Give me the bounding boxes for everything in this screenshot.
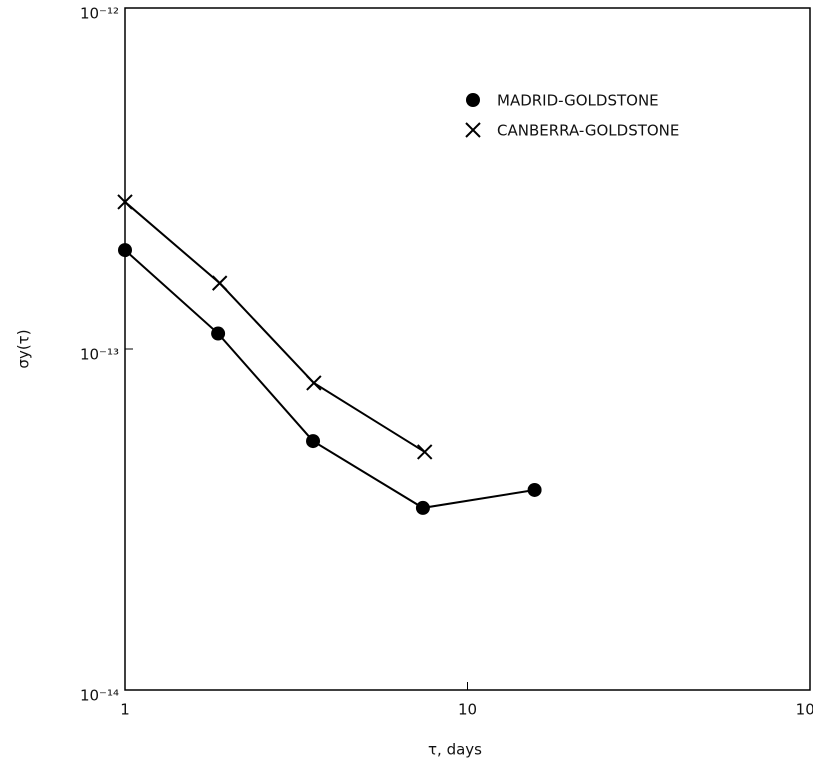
y-tick-label: 10⁻¹⁴ <box>80 687 119 705</box>
x-tick-label: 100 <box>796 701 813 719</box>
x-tick-label: 1 <box>120 701 130 719</box>
series-line <box>124 201 426 453</box>
plot-frame <box>124 7 811 691</box>
y-tick-label: 10⁻¹³ <box>80 346 119 364</box>
y-tick-label: 10⁻¹² <box>80 5 119 23</box>
marker-dot <box>415 500 430 515</box>
legend-label: CANBERRA-GOLDSTONE <box>497 122 679 140</box>
marker-dot <box>118 243 132 258</box>
marker-cross <box>306 375 322 391</box>
x-tick-label: 10 <box>458 701 477 719</box>
marker-cross <box>417 444 433 460</box>
marker-cross <box>465 122 481 138</box>
marker-dot <box>527 482 542 497</box>
marker-dot <box>211 326 226 341</box>
x-axis-label: τ, days <box>428 741 482 759</box>
marker-cross <box>117 194 133 210</box>
marker-cross <box>211 275 228 291</box>
marker-dot <box>306 434 321 449</box>
legend-label: MADRID-GOLDSTONE <box>497 92 659 110</box>
y-axis-label: σy(τ) <box>15 329 33 368</box>
series-line <box>124 249 535 509</box>
marker-dot <box>466 93 480 107</box>
